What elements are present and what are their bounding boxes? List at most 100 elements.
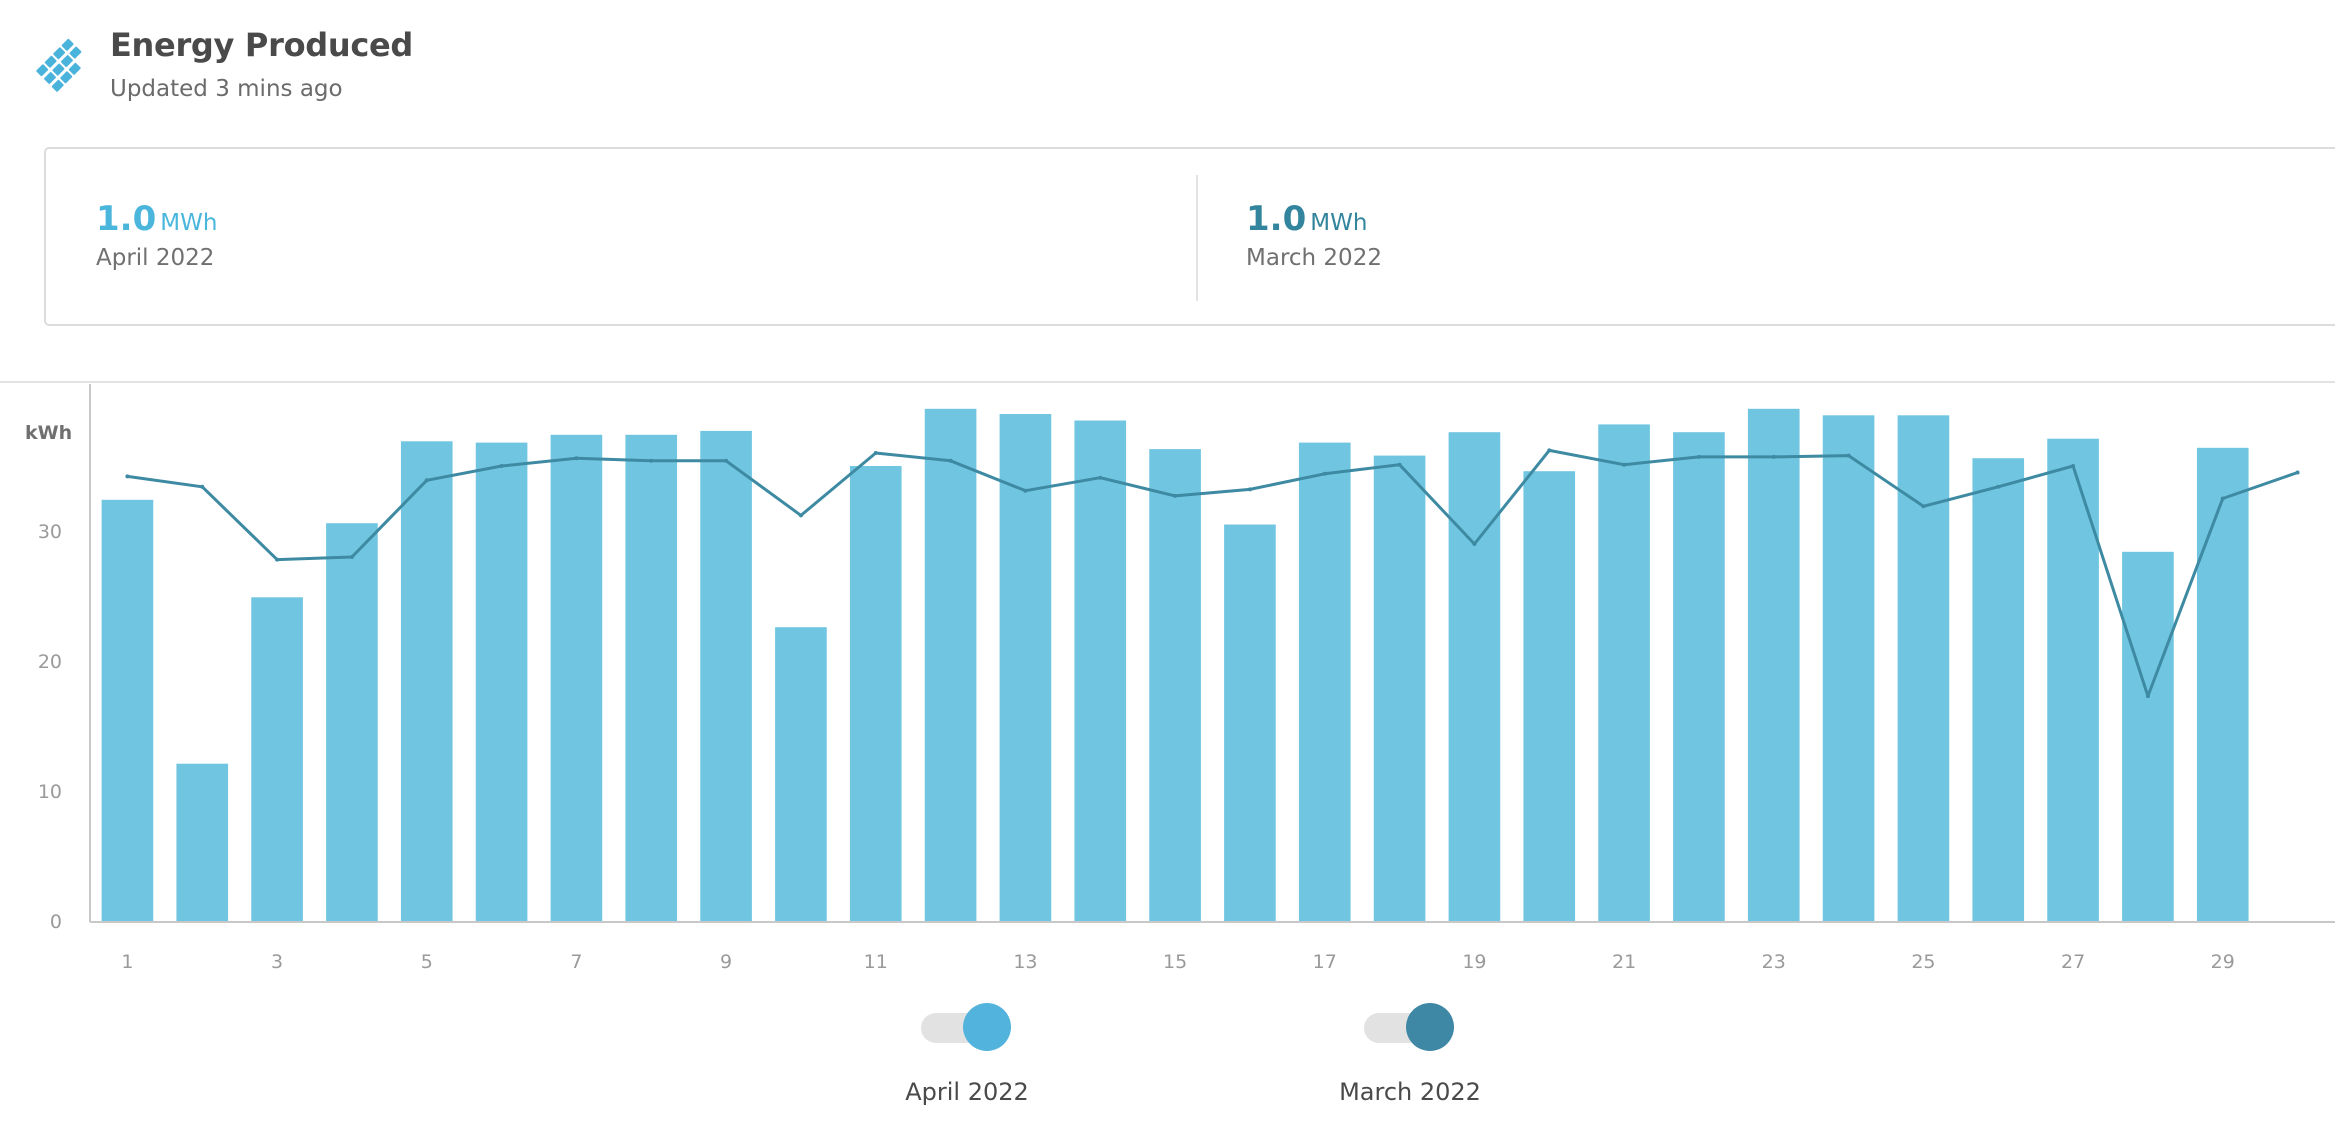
bar-day-23[interactable] [1747, 408, 1800, 921]
point-march-day-6[interactable] [499, 464, 504, 468]
summary-divider [1196, 175, 1198, 301]
point-march-day-9[interactable] [724, 458, 729, 463]
bar-day-21[interactable] [1598, 424, 1650, 921]
point-march-day-3[interactable] [275, 557, 280, 562]
solar-panel-icon [36, 38, 82, 92]
point-march-day-20[interactable] [1547, 448, 1552, 453]
bar-day-16[interactable] [1224, 524, 1276, 922]
toggle-april-series[interactable] [921, 1000, 1013, 1051]
summary-march: 1.0 MWh March 2022 [1246, 199, 1382, 271]
bar-day-8[interactable] [625, 434, 678, 921]
point-march-day-13[interactable] [1023, 488, 1028, 493]
point-march-day-12[interactable] [948, 458, 953, 463]
point-march-day-25[interactable] [1921, 504, 1926, 509]
x-tick-15: 15 [1163, 951, 1187, 973]
summary-april-amount: 1.0 MWh [96, 199, 217, 239]
bar-day-11[interactable] [849, 466, 902, 921]
bar-day-24[interactable] [1822, 415, 1875, 921]
toggle-march-series[interactable] [1364, 1000, 1456, 1051]
point-march-day-16[interactable] [1247, 487, 1252, 492]
bar-day-5[interactable] [400, 441, 453, 921]
point-march-day-4[interactable] [349, 555, 354, 559]
toggle-knob [1406, 1003, 1454, 1051]
bar-day-28[interactable] [2122, 551, 2174, 921]
bar-day-27[interactable] [2047, 438, 2099, 921]
bar-day-3[interactable] [251, 597, 303, 921]
y-axis-label: kWh [25, 422, 72, 444]
bar-day-26[interactable] [1972, 458, 2025, 921]
point-march-day-5[interactable] [424, 478, 429, 483]
point-march-day-17[interactable] [1322, 471, 1327, 476]
bar-day-18[interactable] [1373, 455, 1426, 921]
y-axis-ticks: 0 10 20 30 [38, 521, 62, 933]
point-march-day-28[interactable] [2145, 694, 2150, 699]
legend-label-april: April 2022 [905, 1078, 1029, 1106]
x-tick-21: 21 [1612, 951, 1636, 973]
point-march-day-30[interactable] [2295, 470, 2300, 475]
point-march-day-19[interactable] [1472, 542, 1477, 546]
point-march-day-1[interactable] [125, 474, 130, 479]
point-march-day-21[interactable] [1622, 462, 1627, 467]
x-tick-7: 7 [570, 951, 582, 973]
point-march-day-15[interactable] [1173, 493, 1178, 498]
point-march-day-27[interactable] [2071, 464, 2076, 468]
x-tick-9: 9 [720, 951, 732, 973]
bar-day-19[interactable] [1448, 432, 1501, 921]
summary-april: 1.0 MWh April 2022 [96, 199, 217, 271]
bar-day-2[interactable] [176, 763, 229, 921]
legend-item-april[interactable]: April 2022 [847, 1000, 1087, 1106]
bar-day-29[interactable] [2196, 447, 2249, 921]
line-march-path [127, 448, 2299, 698]
bar-series-april [101, 408, 2249, 922]
point-march-day-26[interactable] [1996, 484, 2001, 489]
summary-april-value: 1.0 [96, 199, 157, 239]
bar-day-15[interactable] [1149, 449, 1201, 921]
bar-day-7[interactable] [550, 434, 603, 921]
x-tick-25: 25 [1911, 951, 1935, 973]
summary-march-period: March 2022 [1246, 245, 1382, 271]
point-march-day-14[interactable] [1098, 475, 1103, 480]
y-tick-30: 30 [38, 521, 62, 543]
summary-march-value: 1.0 [1246, 199, 1307, 239]
point-march-day-18[interactable] [1397, 462, 1402, 467]
y-tick-20: 20 [38, 651, 62, 673]
summary-april-unit: MWh [160, 210, 218, 236]
card-header: Energy Produced Updated 3 mins ago [0, 0, 2335, 110]
summary-march-unit: MWh [1310, 210, 1368, 236]
summary-april-period: April 2022 [96, 245, 215, 271]
bar-day-6[interactable] [475, 442, 528, 921]
bar-day-25[interactable] [1897, 415, 1950, 921]
bar-day-10[interactable] [775, 627, 827, 921]
axes [89, 384, 2335, 923]
bar-day-4[interactable] [326, 523, 378, 921]
point-march-day-7[interactable] [574, 456, 579, 461]
bar-day-12[interactable] [924, 408, 977, 921]
bar-day-22[interactable] [1673, 432, 1725, 921]
bar-day-17[interactable] [1298, 442, 1351, 921]
summary-march-amount: 1.0 MWh [1246, 199, 1382, 239]
last-updated-text: Updated 3 mins ago [110, 76, 343, 102]
point-march-day-8[interactable] [649, 458, 654, 463]
x-tick-1: 1 [121, 951, 133, 973]
toggle-knob [963, 1003, 1011, 1051]
legend-label-march: March 2022 [1339, 1078, 1481, 1106]
section-divider [0, 381, 2335, 383]
point-march-day-29[interactable] [2220, 496, 2225, 501]
x-tick-29: 29 [2211, 951, 2235, 973]
x-tick-5: 5 [421, 951, 433, 973]
point-march-day-10[interactable] [798, 513, 803, 518]
point-march-day-24[interactable] [1846, 453, 1851, 458]
bar-day-1[interactable] [101, 499, 154, 921]
bar-day-13[interactable] [999, 414, 1052, 921]
bar-day-14[interactable] [1074, 420, 1127, 922]
legend-item-march[interactable]: March 2022 [1290, 1000, 1530, 1106]
point-march-day-22[interactable] [1696, 454, 1701, 459]
x-tick-17: 17 [1313, 951, 1337, 973]
point-march-day-23[interactable] [1771, 454, 1776, 459]
point-march-day-2[interactable] [200, 484, 205, 489]
bar-day-20[interactable] [1523, 471, 1576, 921]
bar-day-9[interactable] [700, 430, 752, 921]
x-tick-19: 19 [1462, 951, 1486, 973]
point-march-day-11[interactable] [873, 451, 878, 455]
